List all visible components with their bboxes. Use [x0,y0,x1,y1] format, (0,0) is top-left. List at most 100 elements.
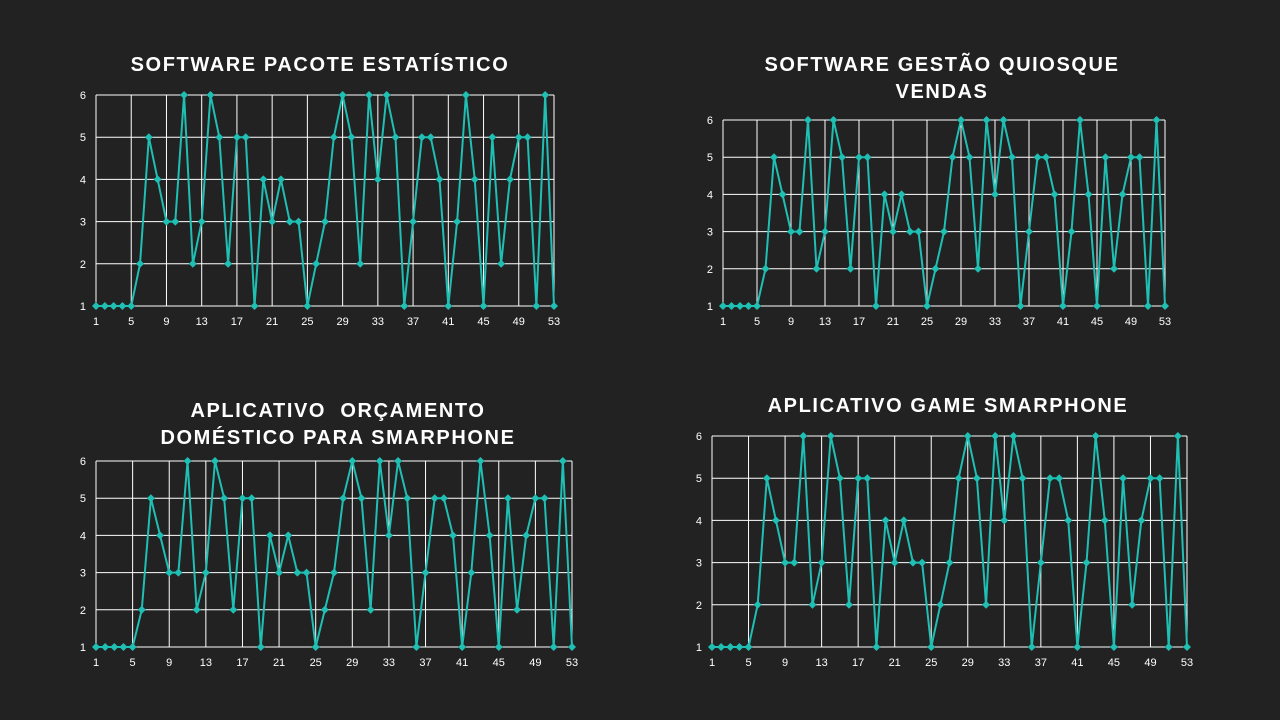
data-point [409,217,418,226]
data-point [275,568,284,577]
chart-title-3-line-1: APLICATIVO ORÇAMENTO [190,400,486,422]
data-point [838,153,846,162]
data-point [1073,643,1082,651]
data-point [183,457,192,465]
y-tick-label: 1 [707,301,713,313]
x-tick-label: 13 [819,316,831,328]
data-point [92,302,100,310]
x-tick-label: 13 [196,316,208,328]
data-point [863,153,872,162]
y-tick-label: 6 [80,456,86,468]
data-point [293,568,302,577]
x-tick-label: 53 [1159,316,1171,328]
data-point [717,643,726,651]
data-point [265,531,274,540]
data-point [110,643,119,651]
x-tick-label: 25 [925,657,937,669]
data-point [400,302,409,310]
data-point [1082,558,1091,567]
x-tick-label: 21 [889,657,901,669]
x-tick-label: 33 [372,316,384,328]
data-point [804,116,812,124]
x-tick-label: 41 [442,316,454,328]
x-tick-label: 37 [419,657,431,669]
x-tick-label: 45 [1091,316,1103,328]
data-point [880,190,889,199]
data-point [558,457,567,465]
data-point [375,457,384,465]
y-tick-label: 1 [80,642,86,654]
x-tick-label: 1 [93,316,99,328]
data-point [284,531,293,540]
data-point [1155,474,1164,483]
x-tick-label: 29 [955,316,967,328]
data-point [329,133,338,142]
data-point [1084,190,1093,199]
data-point [523,133,532,142]
data-point [302,568,311,577]
data-point [744,302,753,310]
data-point [503,494,512,503]
x-tick-label: 5 [130,657,136,669]
data-point [488,133,497,142]
x-tick-label: 33 [998,657,1010,669]
data-point [736,302,744,310]
data-point [1018,474,1027,483]
x-tick-label: 37 [1035,657,1047,669]
x-tick-label: 53 [548,316,560,328]
y-tick-label: 6 [80,90,86,102]
data-point [435,175,444,184]
x-tick-label: 53 [1181,657,1193,669]
data-point [936,600,945,609]
data-point [256,643,265,651]
data-point [1033,153,1042,162]
data-point [1016,302,1025,310]
y-tick-label: 2 [707,264,713,276]
data-point [965,153,974,162]
x-tick-label: 9 [788,316,794,328]
data-point [357,494,366,503]
data-point [1000,516,1009,525]
data-point [312,259,321,268]
x-tick-label: 41 [1057,316,1069,328]
data-point [735,643,744,651]
y-tick-label: 6 [707,115,713,127]
series-markers [719,116,1169,310]
data-point [1127,153,1135,162]
data-point [761,264,770,273]
data-point [1008,153,1016,162]
data-point [826,432,835,440]
data-point [339,494,348,503]
data-point [109,302,118,310]
data-point [790,558,799,567]
data-point [1093,302,1101,310]
data-point [192,605,201,614]
data-point [1135,153,1144,162]
y-tick-label: 5 [696,473,702,485]
data-point [872,643,881,651]
data-point [356,259,365,268]
data-point [753,302,761,310]
y-tick-label: 5 [707,152,713,164]
data-point [982,116,991,124]
data-point [812,264,821,273]
series-line [712,435,1188,648]
y-tick-label: 4 [696,515,702,527]
data-point [855,153,863,162]
data-point [1137,516,1146,525]
data-point [918,558,927,567]
data-point [285,217,294,226]
data-point [863,474,872,483]
data-point [799,432,808,440]
data-point [259,175,268,184]
data-point [330,568,338,577]
data-point [391,133,400,142]
data-point [220,494,229,503]
data-point [899,516,908,525]
data-point [162,217,171,226]
data-point [972,474,981,483]
data-point [1055,474,1064,483]
x-tick-label: 9 [163,316,169,328]
